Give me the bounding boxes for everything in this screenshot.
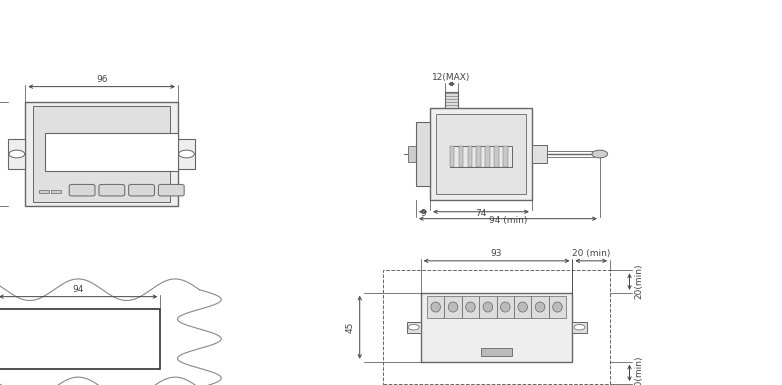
FancyBboxPatch shape	[69, 184, 95, 196]
Bar	[514, 296, 532, 318]
Bar	[476, 146, 481, 167]
Ellipse shape	[536, 302, 545, 312]
Ellipse shape	[466, 302, 475, 312]
Text: 94 (min): 94 (min)	[489, 216, 527, 225]
Text: 45: 45	[346, 321, 355, 333]
Bar	[430, 108, 532, 200]
Bar	[416, 122, 430, 186]
Bar	[481, 348, 512, 356]
FancyBboxPatch shape	[99, 184, 125, 196]
FancyBboxPatch shape	[158, 184, 185, 196]
Text: 20(min): 20(min)	[634, 264, 644, 300]
Circle shape	[9, 150, 25, 158]
Bar	[532, 296, 549, 318]
Bar	[486, 146, 490, 167]
Text: 94: 94	[73, 285, 84, 294]
Ellipse shape	[518, 302, 527, 312]
Ellipse shape	[553, 302, 562, 312]
Bar	[25, 102, 178, 206]
Text: 20(min): 20(min)	[634, 355, 644, 385]
Bar	[0, 309, 160, 369]
Ellipse shape	[431, 302, 440, 312]
Bar	[497, 296, 514, 318]
Bar	[421, 293, 572, 362]
Text: 74: 74	[475, 209, 486, 218]
Bar	[450, 146, 454, 167]
Bar	[9, 139, 26, 169]
FancyBboxPatch shape	[128, 184, 155, 196]
Bar	[39, 190, 48, 193]
Bar	[450, 146, 512, 167]
Bar	[444, 296, 461, 318]
Bar	[494, 146, 499, 167]
Text: 20 (min): 20 (min)	[572, 249, 611, 258]
Text: 93: 93	[491, 249, 502, 258]
Bar	[504, 146, 508, 167]
Ellipse shape	[483, 302, 493, 312]
Text: 9: 9	[420, 209, 426, 218]
Bar	[45, 133, 178, 171]
Bar	[572, 322, 586, 333]
Bar	[33, 106, 170, 202]
Bar	[468, 146, 472, 167]
Bar	[407, 322, 421, 333]
Bar	[532, 145, 547, 162]
Bar	[479, 296, 497, 318]
Bar	[461, 296, 479, 318]
Bar	[178, 139, 196, 169]
Bar	[52, 190, 61, 193]
Bar	[549, 296, 566, 318]
Bar	[458, 146, 463, 167]
Bar	[436, 114, 526, 194]
Text: 12(MAX): 12(MAX)	[432, 73, 471, 82]
Circle shape	[592, 150, 608, 158]
Ellipse shape	[448, 302, 457, 312]
Bar	[446, 92, 458, 108]
Circle shape	[408, 325, 419, 330]
Bar	[408, 146, 416, 162]
Ellipse shape	[500, 302, 510, 312]
Circle shape	[574, 325, 585, 330]
Bar	[427, 296, 444, 318]
Circle shape	[179, 150, 195, 158]
Bar	[383, 270, 610, 384]
Text: 96: 96	[96, 75, 107, 84]
